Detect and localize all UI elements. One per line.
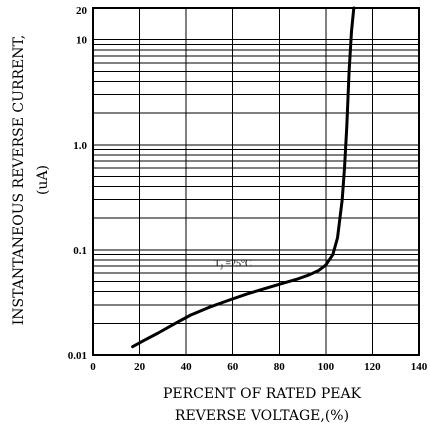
x-axis-title: PERCENT OF RATED PEAK REVERSE VOLTAGE,(%) [163, 386, 362, 424]
x-axis-title-line: REVERSE VOLTAGE,(%) [175, 408, 349, 424]
x-tick-label: 100 [318, 361, 335, 373]
x-tick-label: 80 [274, 361, 286, 373]
x-tick-label: 140 [411, 361, 428, 373]
y-tick-label: 0.01 [68, 350, 87, 362]
temperature-annotation: TJ =25°C [214, 259, 252, 272]
y-axis-title: INSTANTANEOUS REVERSE CURRENT, (uA) [11, 35, 51, 325]
grid-lines [92, 7, 420, 356]
y-tick-label: 1.0 [73, 140, 87, 152]
y-tick-label: 20 [76, 5, 88, 17]
x-tick-labels: 0 20 40 60 80 100 120 140 [90, 361, 428, 373]
y-axis-title-line: INSTANTANEOUS REVERSE CURRENT, [11, 35, 27, 325]
x-axis-title-line: PERCENT OF RATED PEAK [163, 386, 362, 402]
y-tick-labels: 0.01 0.1 1.0 10 20 [68, 5, 88, 362]
plot-frame [92, 7, 420, 356]
y-axis-title-line: (uA) [35, 165, 51, 195]
series-line [131, 6, 356, 349]
x-tick-label: 20 [134, 361, 146, 373]
series-layer [131, 6, 356, 349]
x-tick-label: 60 [227, 361, 239, 373]
annotation-label: TJ =25°C [214, 259, 252, 272]
y-tick-label: 10 [76, 35, 88, 47]
x-tick-label: 40 [181, 361, 193, 373]
y-tick-label: 0.1 [73, 245, 87, 257]
x-tick-label: 120 [364, 361, 381, 373]
x-tick-label: 0 [90, 361, 96, 373]
